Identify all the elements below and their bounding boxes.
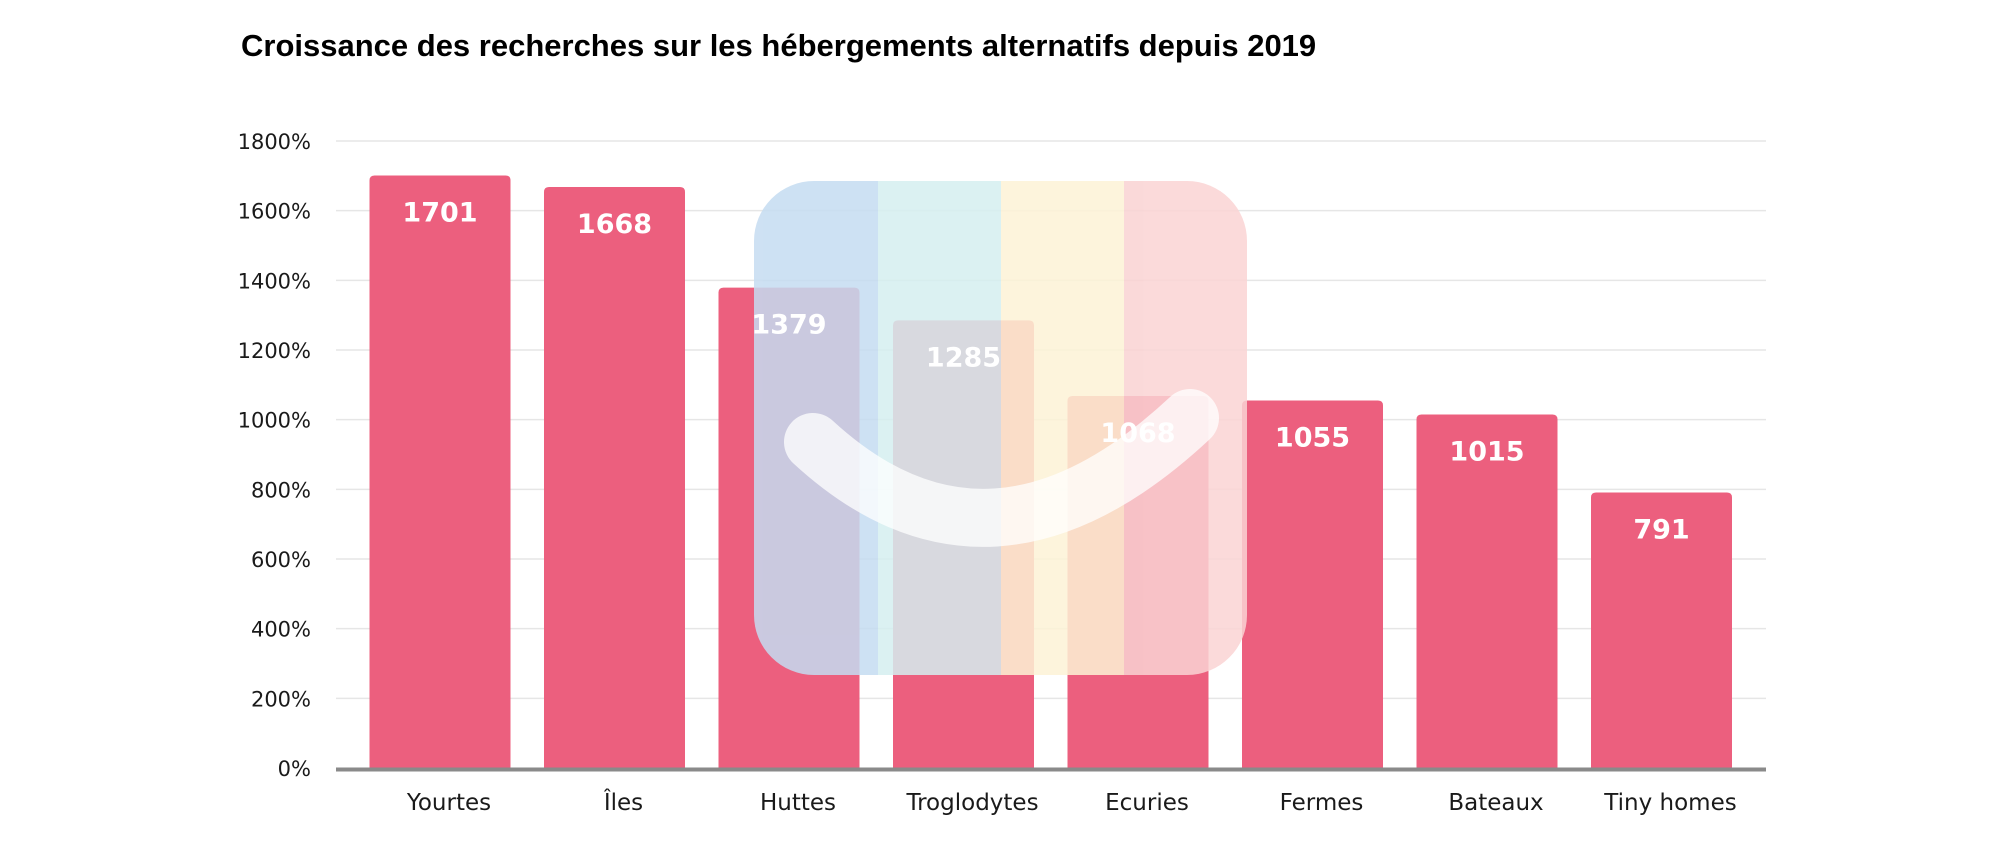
x-tick-label: Bateaux (1448, 790, 1543, 816)
y-tick-label: 200% (251, 687, 311, 711)
y-axis-ticks: 0% 200% 400% 600% 800% 1000% 1200% 1400% 1600% 18… (238, 130, 311, 781)
x-tick-label: Îles (603, 788, 643, 816)
data-label: 1055 (1275, 423, 1350, 454)
x-tick-label: Ecuries (1105, 790, 1189, 816)
x-tick-label: Troglodytes (905, 790, 1038, 816)
x-tick-label: Fermes (1280, 790, 1364, 816)
data-label: 1379 (751, 310, 826, 341)
bar (544, 186, 685, 769)
x-tick-label: Yourtes (406, 790, 491, 816)
y-tick-label: 600% (251, 548, 311, 572)
y-tick-label: 1200% (238, 339, 311, 363)
x-tick-label: Huttes (760, 790, 836, 816)
data-label: 1668 (577, 209, 652, 240)
y-tick-label: 0% (278, 757, 311, 781)
data-label: 1701 (402, 197, 477, 228)
y-tick-label: 800% (251, 478, 311, 502)
y-tick-label: 1800% (238, 130, 311, 154)
y-tick-label: 400% (251, 618, 311, 642)
airbnb-style-logo-icon (754, 181, 1247, 675)
data-label: 1015 (1449, 436, 1524, 467)
x-axis-ticks: Yourtes Îles Huttes Troglodytes Ecuries Ferme… (406, 788, 1737, 816)
y-tick-label: 1600% (238, 200, 311, 224)
bar (369, 175, 511, 769)
data-label: 1285 (926, 342, 1001, 373)
y-tick-label: 1400% (238, 269, 311, 293)
data-labels: 1701 1668 1379 1285 1068 1055 1015 791 (402, 197, 1689, 545)
y-tick-label: 1000% (238, 409, 311, 433)
bar (1242, 400, 1383, 768)
x-tick-label: Tiny homes (1603, 790, 1736, 816)
data-label: 791 (1633, 514, 1689, 545)
data-label: 1068 (1100, 418, 1175, 449)
bar (1591, 492, 1732, 768)
chart-title: Croissance des recherches sur les héberg… (241, 28, 1317, 63)
bar (1416, 414, 1558, 768)
